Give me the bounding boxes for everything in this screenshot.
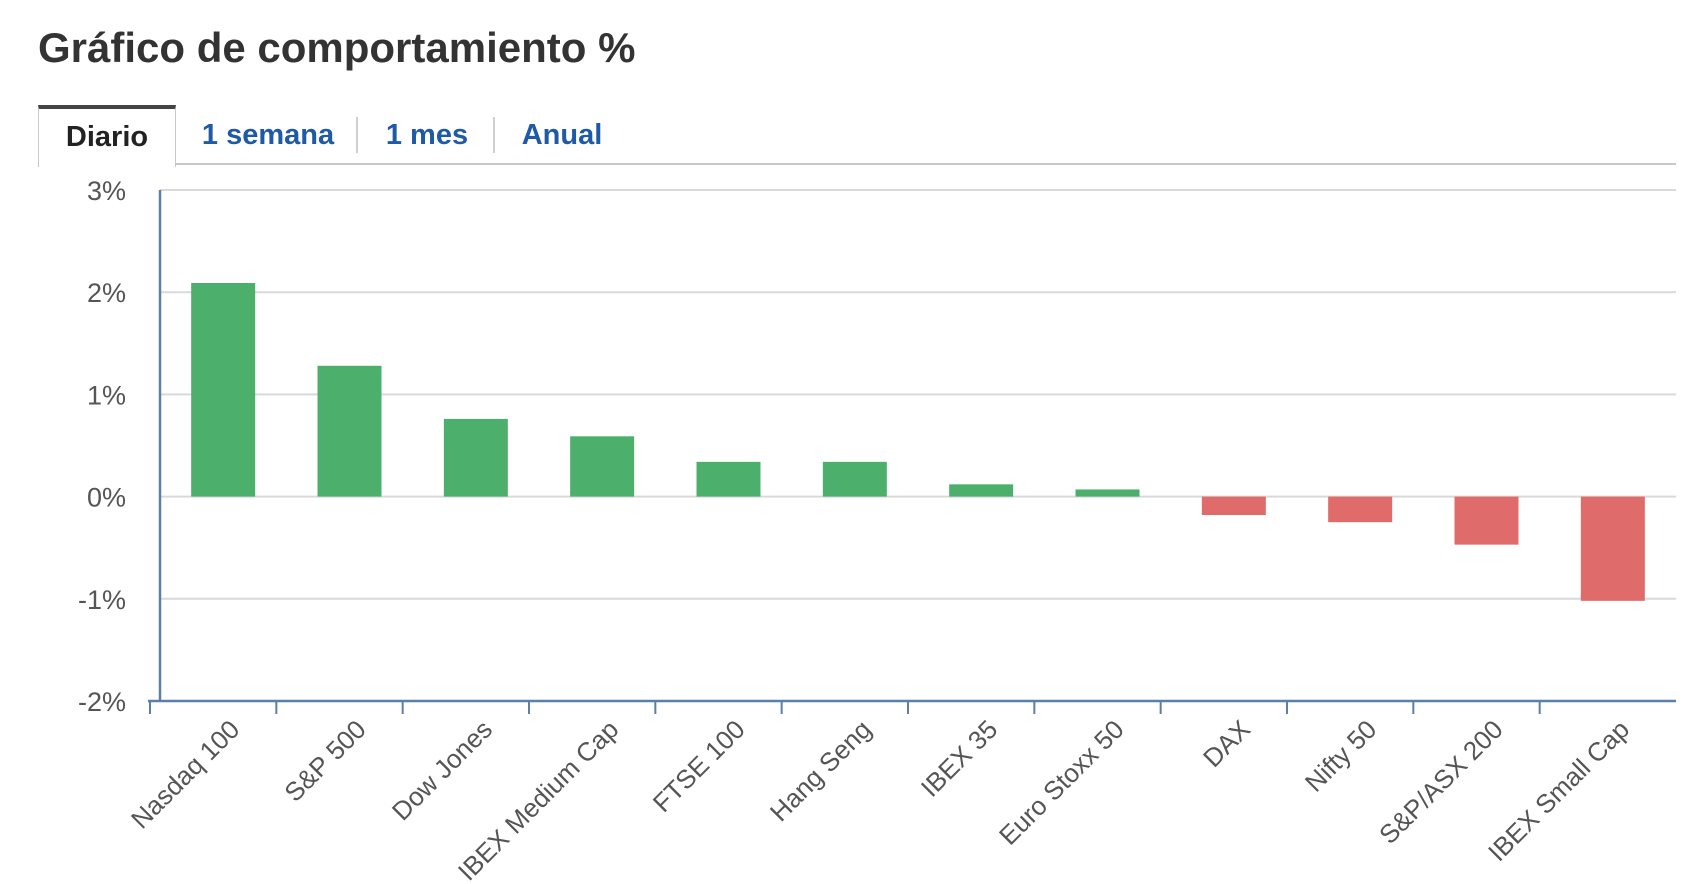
bar (1328, 496, 1393, 523)
tab-diario[interactable]: Diario (38, 105, 176, 167)
x-tick-label: FTSE 100 (647, 714, 751, 818)
x-tick-label: Euro Stoxx 50 (993, 714, 1130, 851)
bar (191, 283, 256, 497)
bar (696, 461, 761, 497)
y-tick-label: 3% (87, 176, 126, 206)
y-tick-label: 2% (87, 278, 126, 308)
tab-separator (356, 117, 358, 153)
bar (1075, 489, 1140, 497)
bar (317, 365, 382, 497)
x-tick-label: Nifty 50 (1299, 714, 1383, 798)
tab-1-semana[interactable]: 1 semana (201, 119, 335, 151)
bar (1454, 496, 1519, 545)
x-tick-label: Hang Seng (764, 714, 877, 827)
x-tick-label: S&P 500 (278, 714, 371, 807)
bar (1580, 496, 1645, 601)
bar (443, 418, 508, 497)
bar (822, 461, 887, 497)
x-tick-label: DAX (1197, 714, 1256, 773)
page-title: Gráfico de comportamiento % (38, 24, 636, 71)
y-tick-label: 0% (87, 483, 126, 513)
y-tick-label: -2% (78, 687, 126, 717)
tab-separator (493, 117, 495, 153)
tab-1-mes[interactable]: 1 mes (385, 119, 469, 151)
bar (570, 436, 635, 497)
x-tick-label: Dow Jones (386, 714, 498, 826)
x-tick-label: S&P/ASX 200 (1373, 714, 1509, 850)
tab-anual[interactable]: Anual (521, 119, 603, 151)
bar (949, 484, 1014, 497)
period-tabs: Diario 1 semana 1 mes Anual (38, 105, 1676, 167)
x-tick-label: IBEX 35 (915, 714, 1004, 803)
x-tick-label: Nasdaq 100 (125, 714, 245, 834)
y-tick-label: -1% (78, 585, 126, 615)
y-tick-label: 1% (87, 380, 126, 410)
bar (1201, 496, 1266, 515)
